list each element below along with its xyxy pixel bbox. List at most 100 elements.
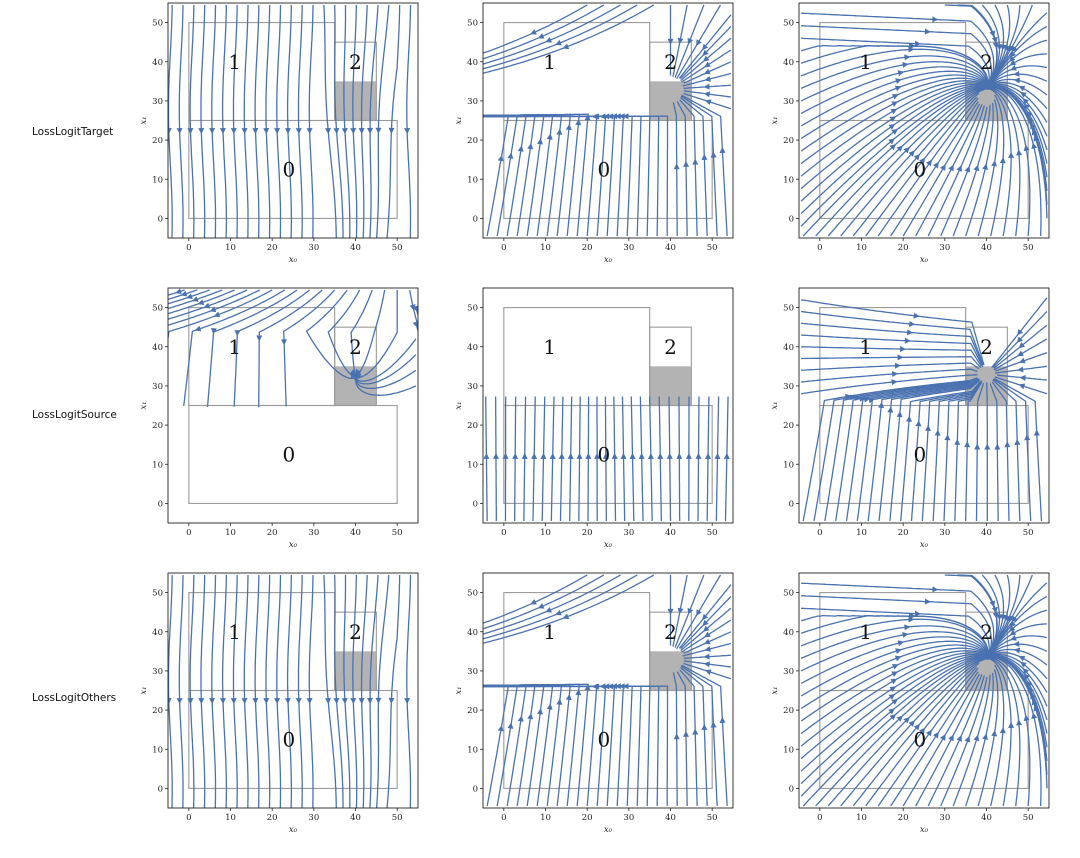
streamline [800,82,988,177]
y-tick-label: 30 [467,382,478,392]
streamline [189,575,195,808]
x-axis-label: x₀ [920,825,929,835]
streamline [680,667,708,807]
streamline [800,625,989,659]
y-tick-label: 50 [783,19,794,29]
stream-arrow [932,161,939,169]
region-label-0: 0 [282,727,295,751]
stream-arrow [1009,59,1017,66]
streamline [211,5,217,238]
stream-arrow [333,697,340,705]
stream-arrow [492,452,499,459]
streamline [800,55,989,89]
stream-arrow [1009,615,1015,622]
streamline [952,674,991,807]
stream-arrow [964,165,971,173]
x-tick-label: 0 [817,813,822,823]
stream-arrow [687,607,694,615]
stream-arrow [954,438,961,445]
stream-arrow [1023,144,1030,152]
streamline [354,289,386,377]
y-tick-label: 40 [467,628,478,638]
stream-arrow [897,354,904,361]
streamlines [483,396,730,522]
stream-arrow [234,330,241,337]
streamline [802,87,987,237]
stream-arrow [575,689,582,696]
x-tick-label: 30 [623,813,634,823]
y-tick-label: 40 [783,343,794,353]
axes-frame [798,2,1050,239]
stream-arrow [714,452,721,459]
stream-arrow [868,397,875,404]
streamline [286,575,293,808]
y-tick-label: 10 [783,460,794,470]
streamline [483,113,581,237]
stream-arrow [241,698,248,705]
y-axis-label: x₁ [139,686,149,694]
stream-arrow [502,452,509,459]
stream-arrow [905,415,912,422]
region-box-1 [188,307,336,407]
stream-arrow [703,661,711,668]
y-tick-label: 30 [467,97,478,107]
streamline [352,575,358,808]
y-tick-label: 30 [152,667,163,677]
streamline [483,574,638,640]
streamline [308,575,314,808]
stream-arrow [924,598,931,605]
stream-arrow [903,717,910,724]
stream-arrow [702,619,709,627]
stream-arrow [891,371,899,378]
stream-arrow [1008,625,1016,632]
streamline [483,683,563,807]
stream-arrow [1006,615,1013,623]
y-tick-label: 50 [152,304,163,314]
stream-arrow [1013,640,1020,647]
stream-arrow [497,154,504,162]
stream-arrow [944,434,951,441]
stream-arrow [219,128,226,135]
stream-arrow [263,128,270,135]
stream-arrow [1023,103,1030,110]
shaded-region [649,366,692,406]
streamline [865,666,978,807]
region-label-1: 1 [543,620,556,644]
stream-arrow [903,147,910,154]
x-tick-label: 10 [225,528,236,538]
stream-arrow [1031,142,1038,150]
streamline [800,631,988,672]
stream-arrow [175,288,182,295]
streamline [334,5,344,238]
stream-arrow [517,715,524,722]
stream-arrow [895,78,902,85]
x-tick-label: 50 [1023,528,1034,538]
streamline [801,595,993,659]
stream-arrow [252,698,259,705]
streamline [927,105,986,237]
stream-arrow [620,452,627,459]
y-axis-label: x₁ [454,401,464,409]
y-tick-label: 40 [783,628,794,638]
stream-arrow [896,715,903,722]
streamline [815,87,987,237]
streamline [200,574,206,808]
stream-arrow [904,54,911,61]
streamline [375,574,390,808]
streamline [800,61,988,102]
streamline [801,12,995,90]
stream-arrow [1022,98,1029,105]
streamline [276,5,282,238]
stream-arrow [1020,91,1027,98]
stream-arrow [230,698,237,705]
row-label-loss-logit-target: LossLogitTarget [32,126,114,138]
stream-arrow [932,731,939,739]
stream-arrow [683,730,690,737]
stream-arrow [622,113,629,120]
streamline [800,650,988,735]
stream-arrow [341,698,348,705]
stream-arrow [611,452,618,459]
x-tick-label: 40 [665,813,676,823]
streamline [369,4,379,238]
x-tick-label: 30 [308,813,319,823]
